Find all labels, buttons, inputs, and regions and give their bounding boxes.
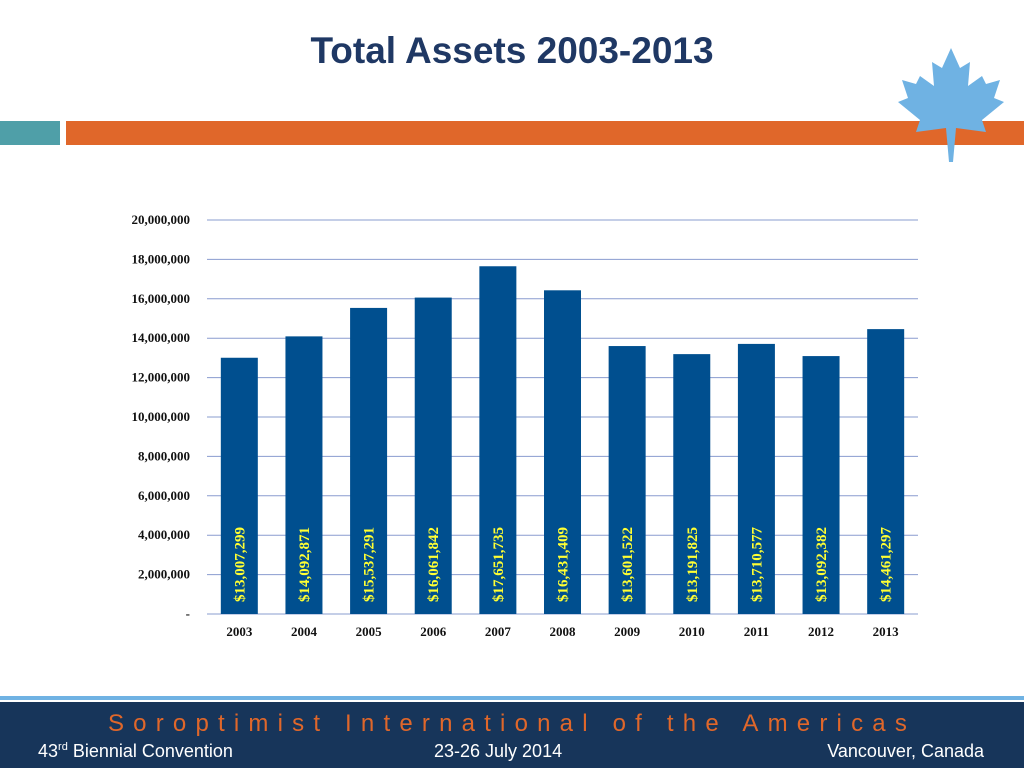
- x-tick-label: 2011: [744, 624, 769, 639]
- bar: [220, 357, 258, 614]
- convention-dates: 23-26 July 2014: [434, 741, 563, 761]
- maple-leaf-icon: [898, 48, 1004, 162]
- convention-name: 43rd Biennial Convention: [38, 741, 233, 762]
- bar: [285, 336, 323, 614]
- y-tick-label: 10,000,000: [132, 409, 191, 424]
- footer: Soroptimist International of the America…: [0, 702, 1024, 768]
- bar: [350, 307, 388, 614]
- y-tick-label: 16,000,000: [132, 291, 191, 306]
- footer-divider: [0, 696, 1024, 700]
- x-tick-label: 2005: [356, 624, 383, 639]
- x-axis-ticks: 2003 2004 2005 2006 2007 2008 2009 2010 2011 2012…: [226, 624, 899, 639]
- y-axis-ticks: - 2,000,000 4,000,000 6,000,000 8,000,000 10,…: [132, 212, 191, 621]
- bars: [220, 266, 905, 614]
- accent-bar-teal: [0, 121, 60, 145]
- y-tick-label: 18,000,000: [132, 251, 191, 266]
- x-tick-label: 2009: [614, 624, 641, 639]
- y-tick-label: 4,000,000: [138, 527, 190, 542]
- data-label: $13,191,825: [685, 527, 701, 602]
- data-label: $14,461,297: [879, 527, 895, 603]
- y-tick-label: 20,000,000: [132, 212, 191, 227]
- data-label: $16,431,409: [556, 527, 572, 602]
- bar: [867, 329, 905, 614]
- convention-label: Biennial Convention: [67, 741, 233, 761]
- y-tick-label: -: [186, 606, 190, 621]
- bar: [802, 356, 840, 614]
- bar: [737, 343, 775, 614]
- bar: [414, 297, 452, 614]
- x-tick-label: 2013: [873, 624, 900, 639]
- data-label: $15,537,291: [362, 527, 378, 602]
- bar: [673, 354, 711, 614]
- convention-location: Vancouver, Canada: [827, 741, 984, 761]
- data-label: $13,092,382: [814, 527, 830, 602]
- x-tick-label: 2010: [679, 624, 705, 639]
- y-tick-label: 2,000,000: [138, 567, 190, 582]
- accent-bar-orange: [66, 121, 1024, 145]
- bar: [479, 266, 517, 614]
- data-label: $16,061,842: [426, 527, 442, 602]
- data-label: $17,651,735: [491, 527, 507, 602]
- organization-name: Soroptimist International of the America…: [107, 710, 917, 737]
- x-tick-label: 2004: [291, 624, 318, 639]
- data-labels: $13,007,299 $14,092,871 $15,537,291 $16,061…: [232, 527, 894, 603]
- ordinal-suffix: rd: [58, 741, 68, 753]
- data-label: $14,092,871: [297, 527, 313, 602]
- y-tick-label: 12,000,000: [132, 370, 191, 385]
- y-tick-label: 6,000,000: [138, 488, 190, 503]
- bar-chart: - 2,000,000 4,000,000 6,000,000 8,000,000 10,…: [132, 212, 918, 639]
- y-tick-label: 8,000,000: [138, 448, 190, 463]
- y-tick-label: 14,000,000: [132, 330, 191, 345]
- x-tick-label: 2003: [226, 624, 253, 639]
- bar: [608, 346, 646, 614]
- data-label: $13,710,577: [749, 527, 765, 603]
- convention-number: 43: [38, 741, 59, 761]
- data-label: $13,601,522: [620, 527, 636, 602]
- slide-title: Total Assets 2003-2013: [310, 30, 714, 71]
- data-label: $13,007,299: [232, 527, 248, 602]
- x-tick-label: 2007: [485, 624, 512, 639]
- x-tick-label: 2012: [808, 624, 834, 639]
- x-tick-label: 2006: [420, 624, 447, 639]
- bar: [544, 290, 581, 614]
- x-tick-label: 2008: [550, 624, 577, 639]
